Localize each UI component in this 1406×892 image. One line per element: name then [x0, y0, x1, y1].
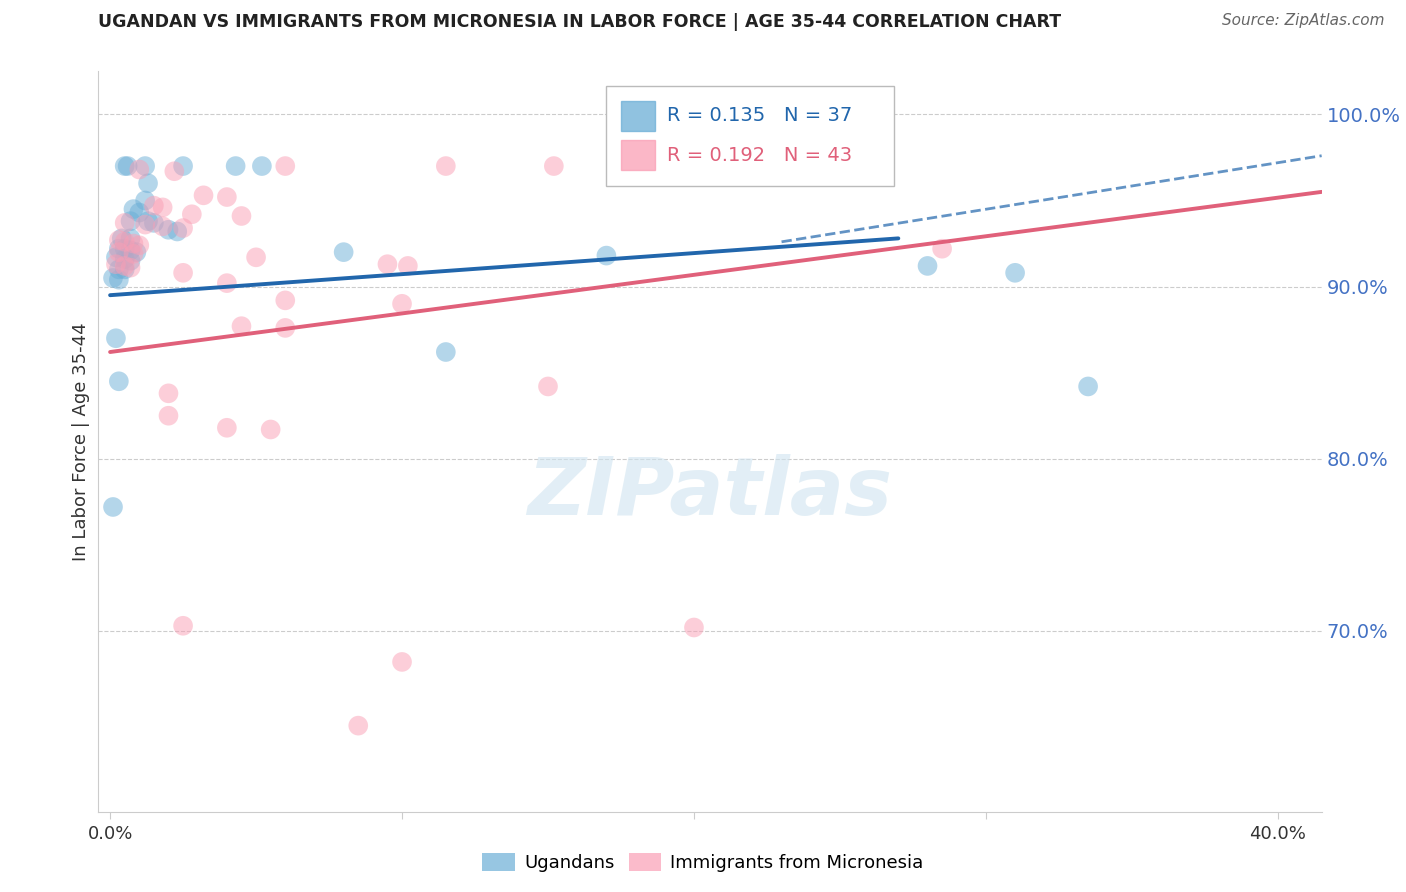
Point — [122, 236, 145, 251]
Point — [931, 242, 953, 256]
Point — [157, 386, 180, 401]
Point — [274, 321, 297, 335]
Point — [136, 214, 159, 228]
Point — [391, 655, 413, 669]
Point — [125, 245, 148, 260]
Point — [274, 293, 297, 308]
Point — [114, 159, 136, 173]
Point — [117, 159, 139, 173]
Point — [136, 176, 159, 190]
Y-axis label: In Labor Force | Age 35-44: In Labor Force | Age 35-44 — [72, 322, 90, 561]
Point — [134, 194, 156, 208]
Point — [120, 231, 142, 245]
Point — [543, 159, 565, 173]
Point — [434, 345, 457, 359]
Point — [332, 245, 354, 260]
Point — [172, 159, 194, 173]
Point — [396, 259, 419, 273]
Point — [142, 216, 165, 230]
Point — [152, 219, 174, 234]
Point — [245, 250, 267, 264]
Bar — [620, 140, 655, 169]
Point — [104, 250, 127, 264]
Legend: Ugandans, Immigrants from Micronesia: Ugandans, Immigrants from Micronesia — [475, 847, 931, 880]
Text: UGANDAN VS IMMIGRANTS FROM MICRONESIA IN LABOR FORCE | AGE 35-44 CORRELATION CHA: UGANDAN VS IMMIGRANTS FROM MICRONESIA IN… — [98, 13, 1062, 31]
FancyBboxPatch shape — [606, 87, 893, 186]
Point — [391, 297, 413, 311]
Point — [122, 202, 145, 216]
Text: 40.0%: 40.0% — [1250, 825, 1306, 844]
Point — [157, 409, 180, 423]
Point — [260, 422, 283, 436]
Point — [128, 162, 150, 177]
Point — [434, 159, 457, 173]
Point — [120, 253, 142, 268]
Point — [142, 199, 165, 213]
Point — [104, 257, 127, 271]
Point — [180, 207, 202, 221]
Point — [537, 379, 560, 393]
Point — [172, 619, 194, 633]
Point — [193, 188, 215, 202]
Point — [114, 262, 136, 277]
Point — [108, 242, 131, 256]
Bar — [620, 101, 655, 130]
Point — [215, 190, 238, 204]
Point — [250, 159, 273, 173]
Point — [114, 252, 136, 266]
Point — [231, 319, 253, 334]
Point — [120, 244, 142, 258]
Point — [595, 249, 617, 263]
Point — [274, 159, 297, 173]
Point — [225, 159, 247, 173]
Point — [215, 421, 238, 435]
Point — [157, 223, 180, 237]
Text: Source: ZipAtlas.com: Source: ZipAtlas.com — [1222, 13, 1385, 29]
Text: R = 0.192   N = 43: R = 0.192 N = 43 — [668, 145, 852, 164]
Point — [114, 235, 136, 249]
Point — [917, 259, 939, 273]
Point — [108, 245, 131, 260]
Point — [347, 718, 370, 732]
Text: R = 0.135   N = 37: R = 0.135 N = 37 — [668, 106, 852, 125]
Point — [114, 216, 136, 230]
Point — [122, 247, 145, 261]
Point — [1004, 266, 1026, 280]
Point — [128, 238, 150, 252]
Point — [104, 331, 127, 345]
Point — [215, 276, 238, 290]
Point — [152, 200, 174, 214]
Point — [101, 500, 124, 514]
Point — [108, 262, 131, 277]
Point — [231, 209, 253, 223]
Point — [111, 231, 134, 245]
Point — [128, 205, 150, 219]
Point — [120, 214, 142, 228]
Point — [114, 259, 136, 273]
Point — [163, 164, 186, 178]
Point — [172, 221, 194, 235]
Point — [1077, 379, 1099, 393]
Point — [134, 218, 156, 232]
Point — [120, 260, 142, 275]
Point — [134, 159, 156, 173]
Point — [108, 233, 131, 247]
Point — [108, 374, 131, 388]
Text: ZIPatlas: ZIPatlas — [527, 454, 893, 533]
Point — [638, 159, 661, 173]
Point — [172, 266, 194, 280]
Point — [377, 257, 399, 271]
Point — [108, 273, 131, 287]
Point — [166, 225, 188, 239]
Text: 0.0%: 0.0% — [87, 825, 132, 844]
Point — [683, 620, 706, 634]
Point — [101, 271, 124, 285]
Point — [114, 242, 136, 256]
